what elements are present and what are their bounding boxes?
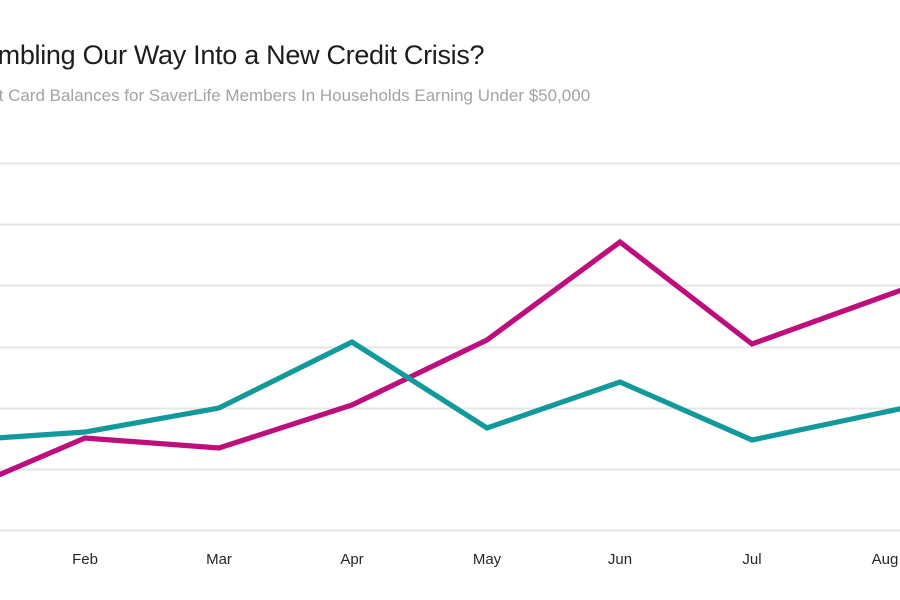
series-group [0, 238, 900, 478]
x-tick-label-aug: Aug [871, 551, 899, 568]
x-tick-label-mar: Mar [206, 551, 232, 568]
gridlines [0, 162, 900, 532]
page-title: Stumbling Our Way Into a New Credit Cris… [0, 40, 485, 70]
series-teal [0, 339, 900, 443]
chart-subtitle: Credit Card Balances for SaverLife Membe… [0, 86, 591, 105]
x-tick-label-feb: Feb [72, 551, 98, 568]
x-tick-label-jun: Jun [607, 551, 633, 568]
x-tick-label-may: May [472, 551, 502, 568]
x-tick-label-apr: Apr [340, 551, 364, 568]
x-axis-tick-labels: Feb Mar Apr May Jun Jul Aug [0, 551, 900, 581]
x-tick-label-jul: Jul [742, 551, 762, 568]
series-magenta [0, 238, 900, 478]
